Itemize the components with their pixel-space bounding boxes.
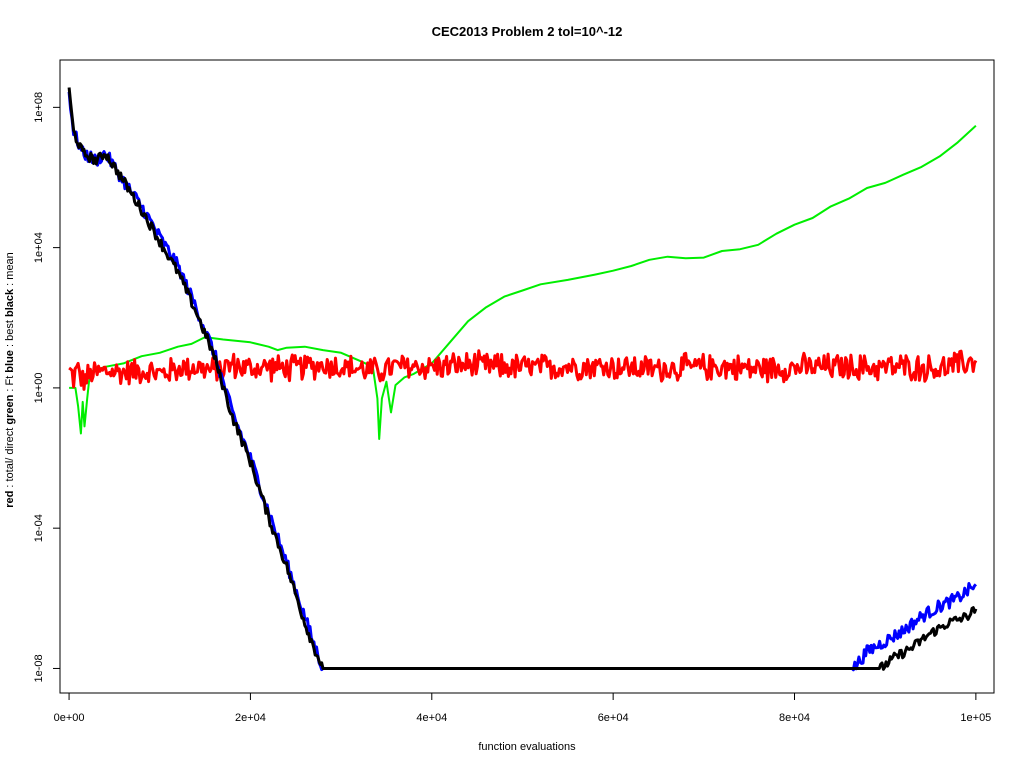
y-axis-label-part: blue: [4, 350, 16, 373]
chart-title: CEC2013 Problem 2 tol=10^-12: [432, 24, 623, 39]
y-axis-label-part: : total/ direct: [4, 425, 16, 491]
x-tick-label: 6e+04: [598, 712, 629, 724]
y-axis-label-part: : Ft: [4, 373, 16, 395]
y-axis-label-part: : mean: [4, 252, 16, 289]
y-tick-label: 1e+00: [33, 372, 45, 403]
x-tick-label: 4e+04: [416, 712, 447, 724]
plot-area-frame: [59, 59, 995, 694]
y-tick-label: 1e+08: [33, 92, 45, 123]
red-series-line: [68, 349, 978, 391]
y-axis-label-part: black: [4, 288, 16, 317]
y-axis-label-part: red: [4, 491, 16, 508]
x-axis: 0e+00 2e+04 4e+04 6e+04 8e+04 1e+05: [54, 692, 991, 724]
blue-series-line: [67, 91, 977, 672]
black-series-line: [67, 87, 978, 671]
y-axis-label-part: green: [4, 394, 16, 424]
y-axis: 1e+08 1e+04 1e+00 1e-04 1e-08: [33, 92, 61, 683]
x-tick-label: 8e+04: [779, 712, 810, 724]
y-axis-label: red : total/ direct green : Ft blue : be…: [4, 252, 16, 508]
green-series-line: [69, 124, 977, 440]
x-tick-label: 1e+05: [960, 712, 991, 724]
x-axis-label: function evaluations: [478, 741, 576, 753]
y-axis-label-part: : best: [4, 317, 16, 350]
x-tick-label: 2e+04: [235, 712, 266, 724]
y-tick-label: 1e+04: [33, 232, 45, 263]
x-tick-label: 0e+00: [54, 712, 85, 724]
y-tick-label: 1e-04: [33, 514, 45, 542]
y-tick-label: 1e-08: [33, 654, 45, 682]
